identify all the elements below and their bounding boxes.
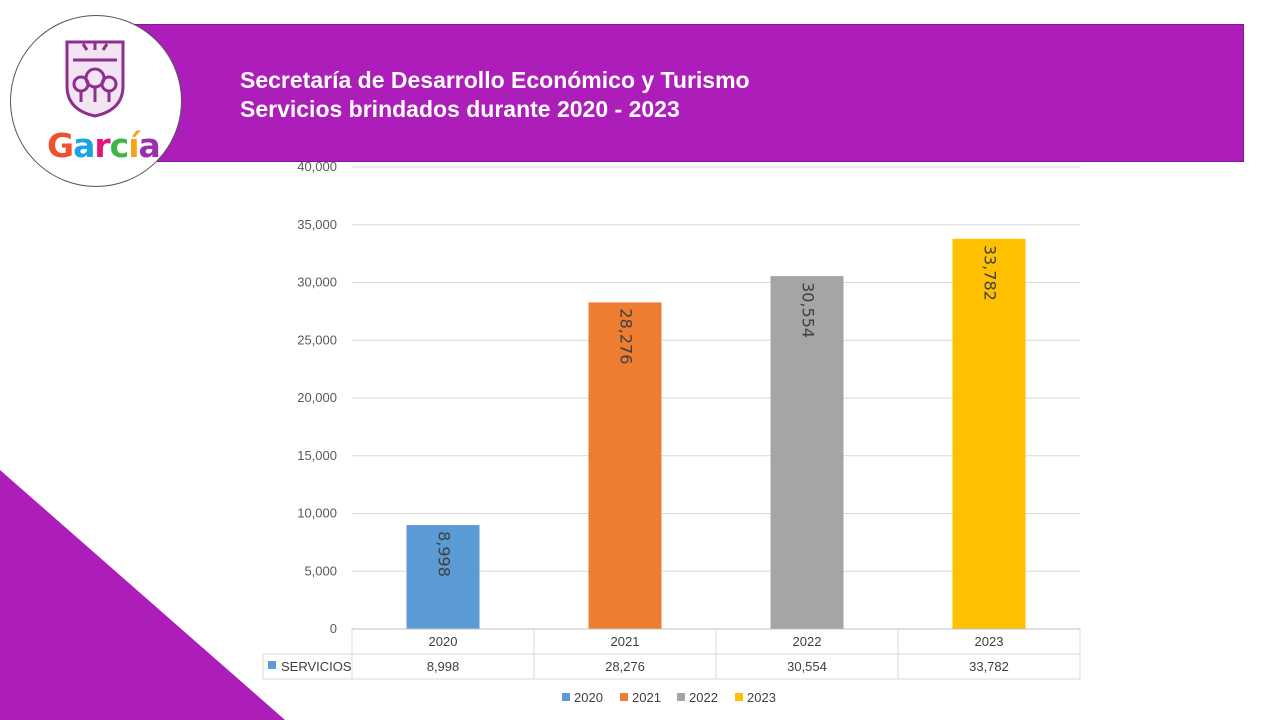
data-label: 28,276 <box>617 308 636 364</box>
data-label: 30,554 <box>799 282 818 338</box>
y-tick-label: 40,000 <box>297 159 337 174</box>
logo-wordmark: García <box>47 126 161 165</box>
y-tick-label: 35,000 <box>297 217 337 232</box>
bar <box>588 302 662 629</box>
x-category-label: 2021 <box>611 634 640 649</box>
legend-label: 2020 <box>574 690 603 705</box>
table-row-label: SERVICIOS <box>281 659 352 674</box>
x-category-label: 2022 <box>793 634 822 649</box>
decorative-triangle <box>0 470 285 720</box>
wordmark-letter: a <box>138 126 161 165</box>
bar <box>406 525 480 629</box>
wordmark-letter: í <box>128 126 139 165</box>
legend-label: 2022 <box>689 690 718 705</box>
legend-swatch <box>562 693 570 701</box>
garcia-logo: García <box>10 15 182 187</box>
wordmark-letter: c <box>109 126 130 165</box>
crest-icon <box>65 40 125 118</box>
wordmark-letter: r <box>94 126 110 165</box>
y-tick-label: 0 <box>330 621 337 636</box>
bar <box>770 276 844 629</box>
y-tick-label: 15,000 <box>297 448 337 463</box>
legend-label: 2021 <box>632 690 661 705</box>
legend-swatch <box>620 693 628 701</box>
wordmark-letter: a <box>73 126 95 165</box>
table-cell: 8,998 <box>427 659 460 674</box>
y-tick-label: 30,000 <box>297 275 337 290</box>
y-tick-label: 10,000 <box>297 506 337 521</box>
page-title: Secretaría de Desarrollo Económico y Tur… <box>240 66 750 124</box>
legend-swatch <box>677 693 685 701</box>
title-line-1: Secretaría de Desarrollo Económico y Tur… <box>240 67 750 93</box>
table-cell: 30,554 <box>787 659 827 674</box>
data-label: 8,998 <box>435 531 454 577</box>
data-label: 33,782 <box>981 245 1000 301</box>
title-line-2: Servicios brindados durante 2020 - 2023 <box>240 96 680 122</box>
bar <box>952 238 1026 629</box>
table-cell: 33,782 <box>969 659 1009 674</box>
legend-swatch <box>735 693 743 701</box>
y-tick-label: 5,000 <box>304 563 337 578</box>
wordmark-letter: G <box>47 126 74 165</box>
table-cell: 28,276 <box>605 659 645 674</box>
legend-label: 2023 <box>747 690 776 705</box>
y-tick-label: 25,000 <box>297 332 337 347</box>
header-banner <box>120 24 1244 162</box>
x-category-label: 2020 <box>429 634 458 649</box>
table-legend-key <box>268 661 276 669</box>
x-category-label: 2023 <box>975 634 1004 649</box>
y-tick-label: 20,000 <box>297 390 337 405</box>
